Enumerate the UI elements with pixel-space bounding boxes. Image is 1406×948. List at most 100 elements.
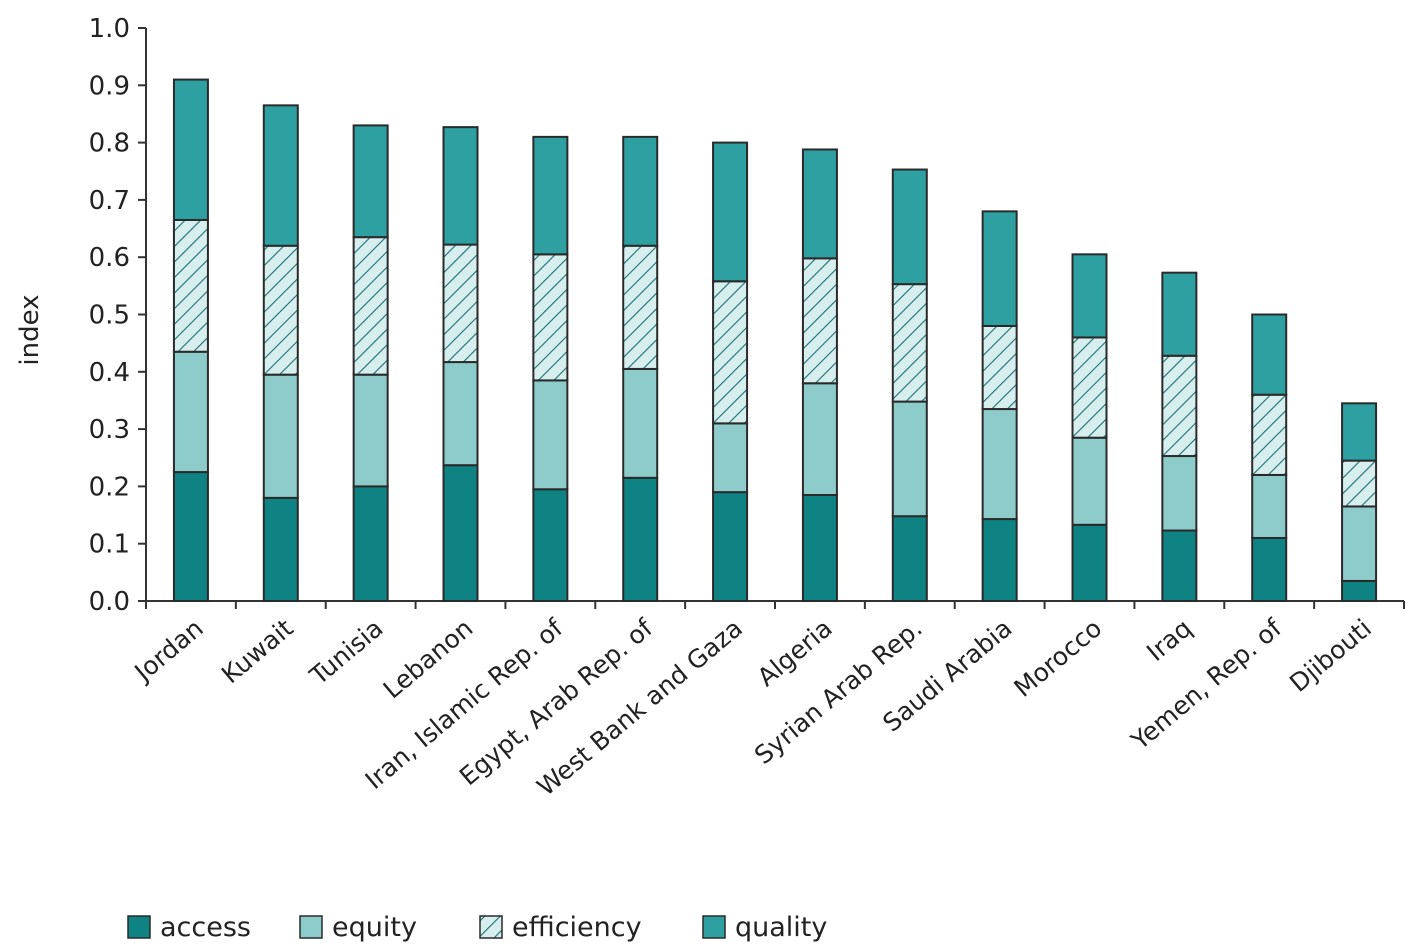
bar-segment-efficiency [442,243,479,364]
bar-segment-equity [532,379,569,491]
bar-segment-access [1161,529,1198,602]
category-label: Syrian Arab Rep. [749,613,928,770]
bar-stack [801,148,838,602]
legend-label-access: access [160,912,251,943]
bar-segment-efficiency [352,236,389,376]
y-tick-label: 0.8 [89,129,130,159]
y-tick-label: 0.6 [89,243,130,273]
bars [172,78,1378,603]
bar-segment-equity [712,422,749,494]
bar-segment-quality [262,104,299,247]
bar-segment-efficiency [712,280,749,425]
category-label: Morocco [1009,613,1108,703]
y-tick-label: 0.5 [89,301,130,331]
category-label: Iraq [1141,613,1197,667]
bar-segment-quality [712,141,749,283]
category-label: Djibouti [1284,613,1377,698]
bar-segment-equity [891,400,928,518]
bar-segment-quality [532,135,569,256]
bar-segment-efficiency [622,244,659,370]
legend: access equity efficiency quality [127,912,827,943]
bar-segment-quality [622,135,659,247]
bar-segment-access [352,485,389,602]
bar-stack [981,210,1018,602]
y-tick-label: 0.0 [89,587,130,617]
bar-stack [442,126,479,602]
bar-stack [712,141,749,603]
bar-segment-equity [262,373,299,499]
category-label: Algeria [752,613,838,692]
bar-segment-efficiency [981,324,1018,411]
bar-stack [352,124,389,602]
axes: 0.0 0.1 0.2 0.3 0.4 0.5 0.6 0.7 0.8 0.9 1.0 [89,14,1405,617]
bar-segment-quality [442,126,479,246]
bar-segment-equity [1341,505,1378,582]
bar-segment-efficiency [532,253,569,382]
bar-segment-quality [1071,253,1108,339]
bar-segment-access [442,464,479,602]
y-tick-label: 0.9 [89,71,130,101]
bar-stack [1251,313,1288,602]
bar-segment-efficiency [1161,354,1198,458]
bar-stack [622,135,659,602]
bar-segment-access [891,515,928,602]
y-tick-label: 0.2 [89,472,130,502]
bar-segment-efficiency [891,283,928,403]
legend-label-efficiency: efficiency [512,912,642,943]
category-label: Jordan [128,613,209,688]
bar-segment-equity [1071,436,1108,526]
bar-segment-efficiency [172,218,209,353]
bar-segment-equity [352,373,389,488]
bar-segment-equity [981,408,1018,521]
bar-segment-efficiency [1341,459,1378,508]
bar-segment-efficiency [1251,393,1288,476]
bar-segment-access [712,491,749,603]
bar-stack [262,104,299,602]
bar-segment-equity [442,361,479,467]
bar-segment-access [262,496,299,602]
bar-segment-access [1251,536,1288,602]
bar-segment-quality [1161,271,1198,357]
bar-stack [532,135,569,603]
bar-stack [1341,402,1378,603]
bar-segment-efficiency [801,257,838,385]
bar-segment-quality [1341,402,1378,462]
category-label: Yemen, Rep. of [1125,613,1288,756]
legend-swatch-access [127,915,151,939]
bar-segment-quality [891,168,928,286]
bar-segment-equity [1161,455,1198,532]
y-tick-label: 0.4 [89,358,130,388]
legend-label-equity: equity [332,912,417,943]
y-tick-label: 0.1 [89,530,130,560]
bar-stack [1071,253,1108,603]
category-label: Tunisia [304,613,389,691]
bar-segment-efficiency [262,244,299,376]
legend-swatch-equity [299,915,323,939]
bar-segment-equity [1251,473,1288,539]
legend-label-quality: quality [735,912,827,943]
category-label: Kuwait [216,613,299,689]
bar-segment-quality [981,210,1018,327]
y-tick-label: 1.0 [89,14,130,44]
bar-segment-quality [801,148,838,260]
legend-swatch-efficiency [479,915,503,939]
bar-segment-access [622,476,659,602]
bar-segment-access [981,518,1018,602]
bar-stack [891,168,928,602]
bar-segment-equity [622,367,659,479]
bar-segment-access [532,488,569,603]
bar-segment-quality [1251,313,1288,396]
legend-swatch-quality [702,915,726,939]
bar-segment-access [1341,579,1378,603]
bar-segment-efficiency [1071,336,1108,439]
bar-segment-equity [801,382,838,496]
bar-segment-quality [352,124,389,239]
bar-segment-equity [172,350,209,474]
bar-segment-access [1071,523,1108,603]
bar-segment-access [801,493,838,602]
bar-stack [1161,271,1198,602]
bar-segment-quality [172,78,209,221]
y-axis-label: index [15,294,45,365]
